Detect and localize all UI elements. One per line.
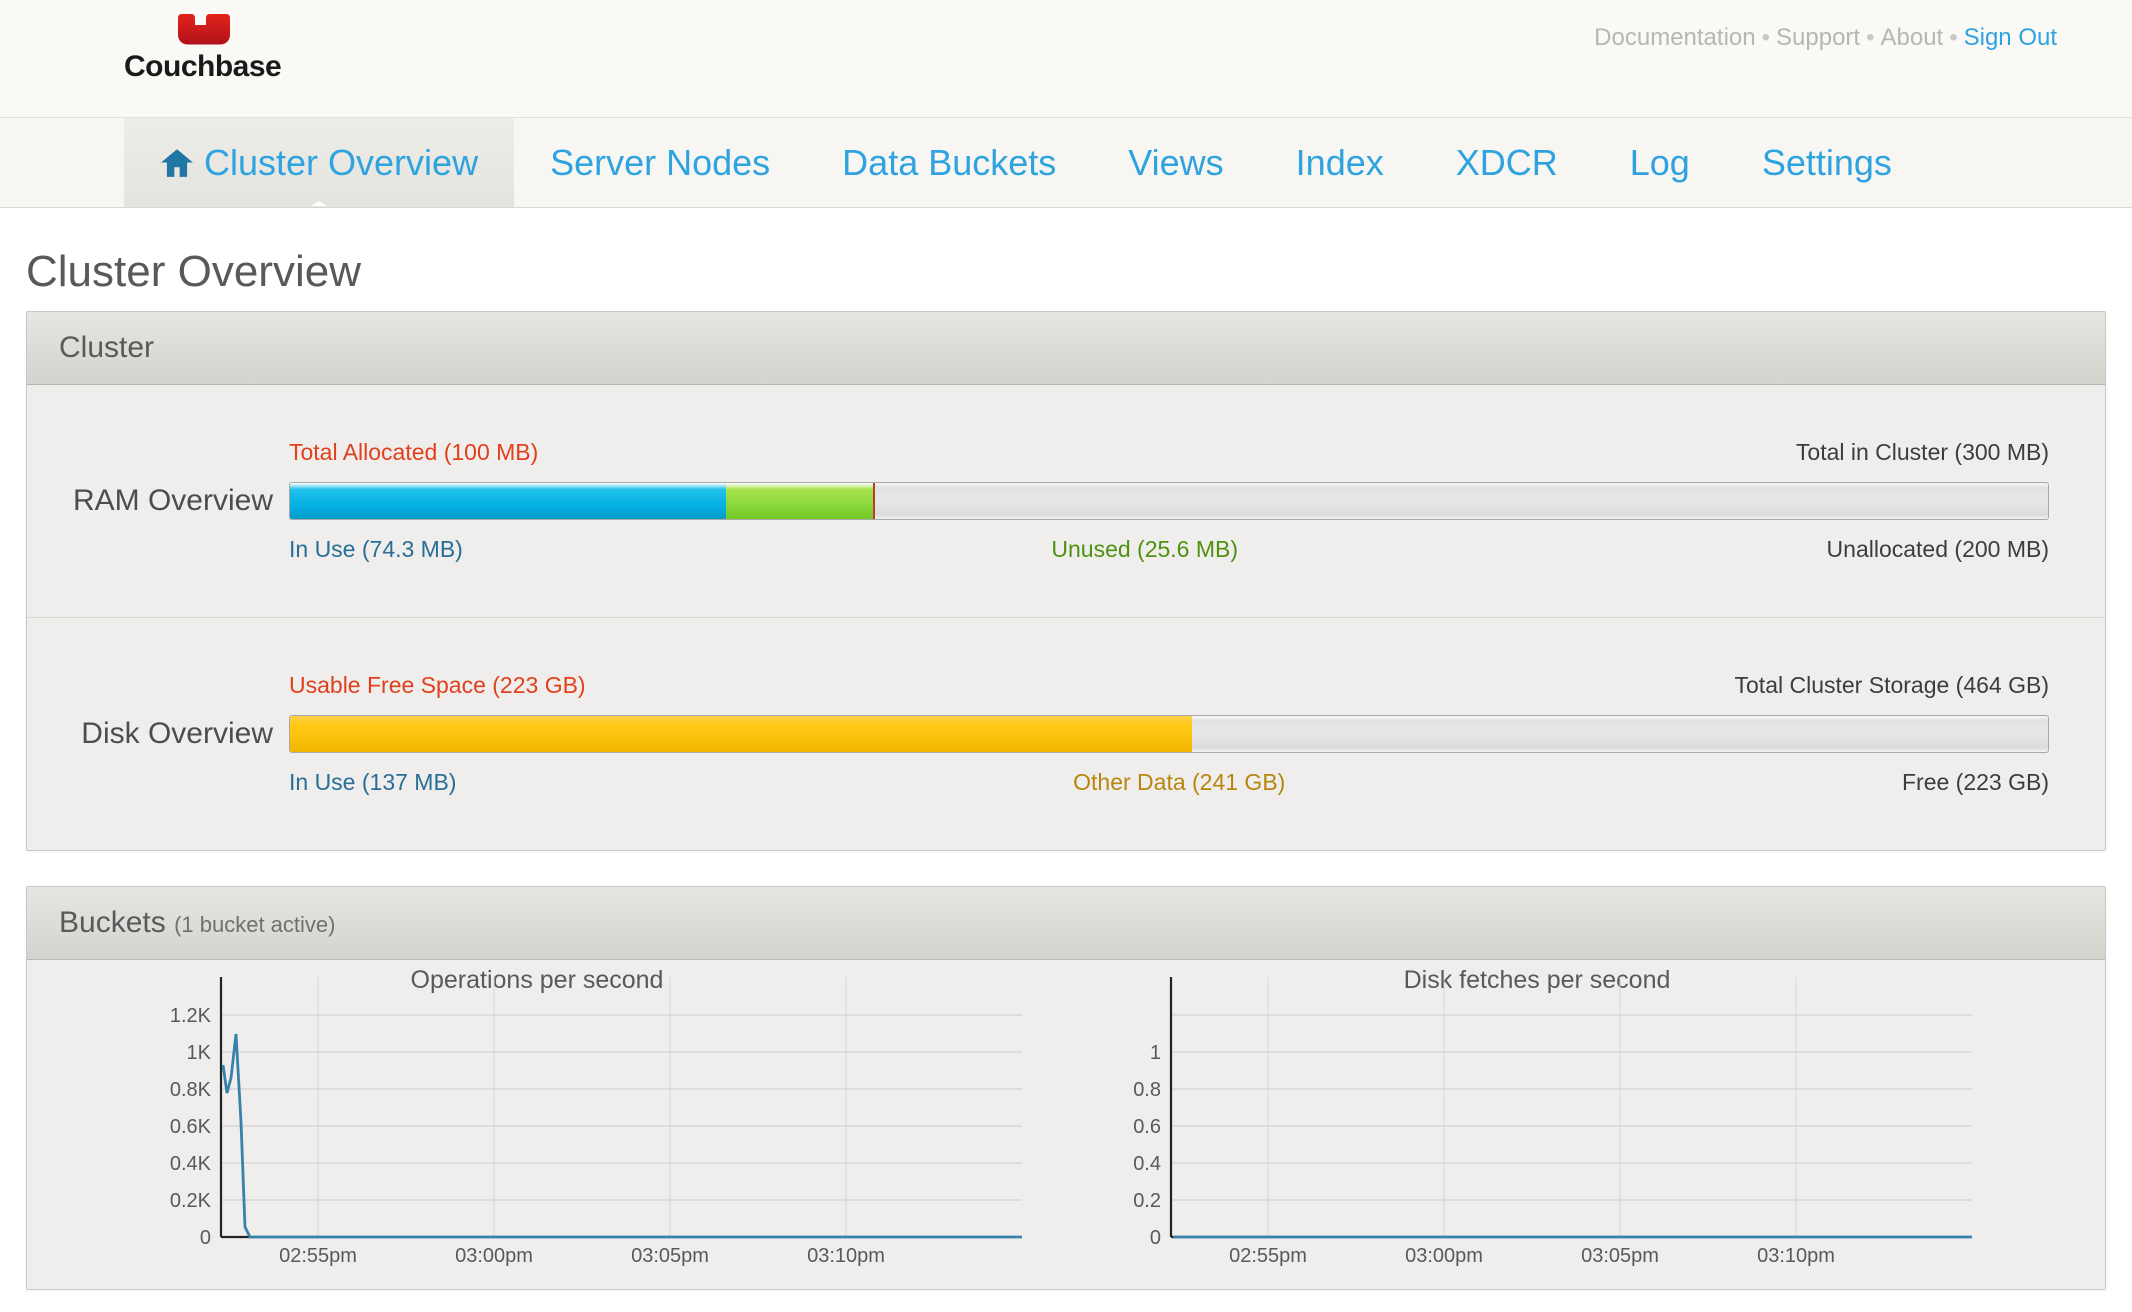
svg-text:0: 0 [1150,1227,1161,1249]
svg-text:03:05pm: 03:05pm [1581,1245,1659,1267]
svg-text:02:55pm: 02:55pm [279,1245,357,1267]
svg-text:0.4: 0.4 [1133,1153,1161,1175]
svg-text:1: 1 [1150,1042,1161,1064]
svg-text:0.2: 0.2 [1133,1190,1161,1212]
svg-text:1K: 1K [187,1042,212,1064]
svg-text:03:10pm: 03:10pm [1757,1245,1835,1267]
svg-text:0.2K: 0.2K [170,1190,212,1212]
svg-text:03:00pm: 03:00pm [455,1245,533,1267]
svg-text:03:00pm: 03:00pm [1405,1245,1483,1267]
svg-text:03:10pm: 03:10pm [807,1245,885,1267]
svg-text:03:05pm: 03:05pm [631,1245,709,1267]
svg-text:Operations per second: Operations per second [411,966,664,994]
svg-text:0.4K: 0.4K [170,1153,212,1175]
svg-text:02:55pm: 02:55pm [1229,1245,1307,1267]
svg-text:0.6K: 0.6K [170,1116,212,1138]
svg-text:0.8K: 0.8K [170,1079,212,1101]
svg-text:1.2K: 1.2K [170,1005,212,1027]
svg-text:0.8: 0.8 [1133,1079,1161,1101]
svg-text:0.6: 0.6 [1133,1116,1161,1138]
svg-text:0: 0 [200,1227,211,1249]
